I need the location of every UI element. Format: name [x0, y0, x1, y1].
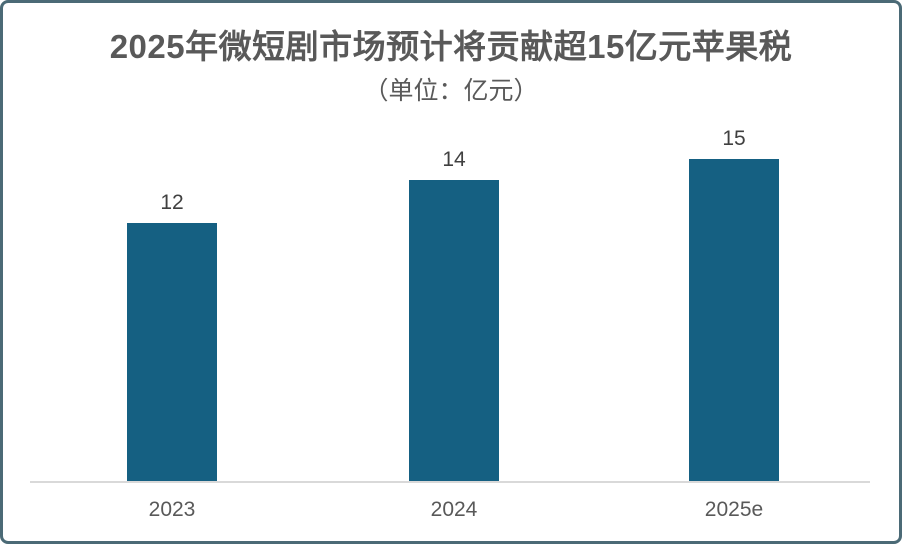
bar-value-label: 12 [160, 191, 184, 214]
bar [409, 180, 499, 481]
x-axis-category-label: 2024 [430, 498, 478, 521]
bar-group: 14 [409, 149, 499, 481]
chart-title: 2025年微短剧市场预计将贡献超15亿元苹果税 [109, 28, 793, 65]
bar-value-label: 14 [442, 148, 466, 171]
x-axis-category-label: 2025e [704, 498, 764, 521]
bar-group: 15 [689, 128, 779, 481]
x-axis-category-label: 2023 [148, 498, 196, 521]
bar [689, 159, 779, 481]
bar-value-label: 15 [722, 127, 746, 150]
x-axis-line [30, 481, 870, 483]
bar [127, 223, 217, 481]
chart-subtitle: （单位：亿元） [363, 77, 539, 105]
plot-area: 12 2023 14 2024 15 2025e [3, 3, 899, 541]
bar-group: 12 [127, 192, 217, 481]
